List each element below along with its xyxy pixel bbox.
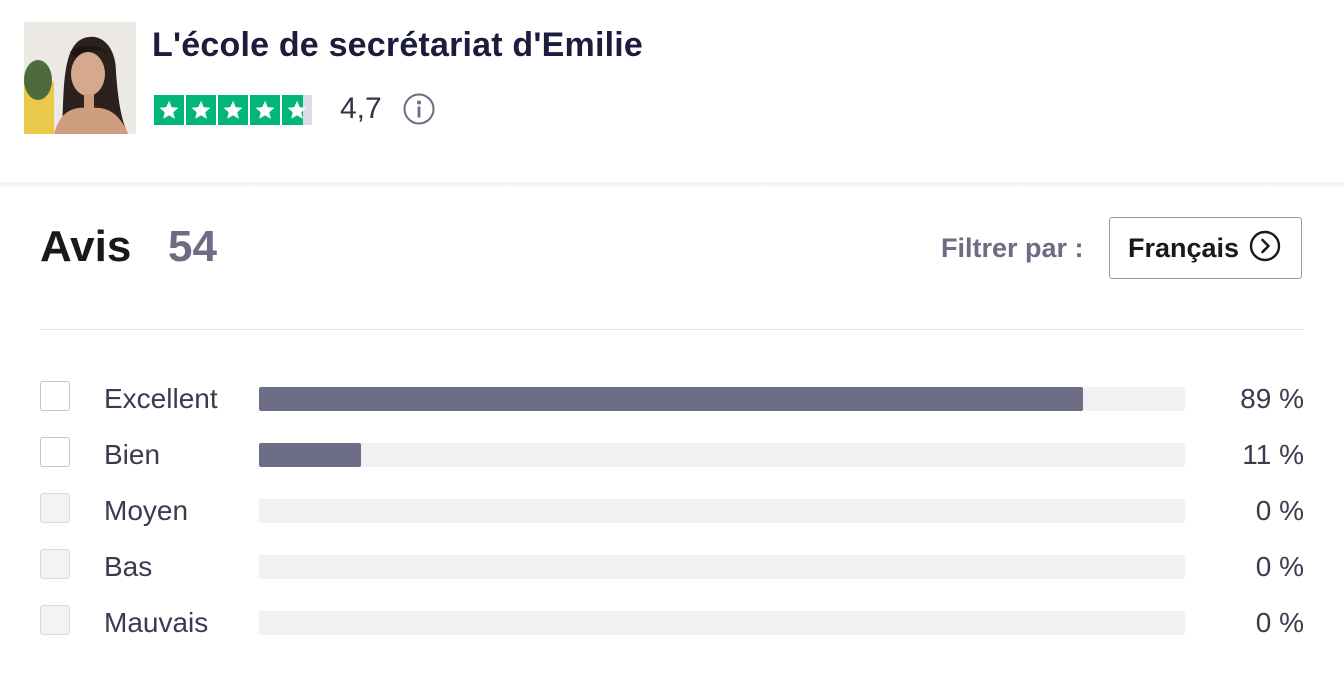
rating-filter-checkbox[interactable] bbox=[40, 437, 70, 467]
rating-bar-fill bbox=[259, 387, 1084, 411]
rating-score: 4,7 bbox=[340, 92, 382, 125]
rating-filter-checkbox bbox=[40, 493, 70, 523]
rating-filter-row[interactable]: Mauvais 0 % bbox=[40, 605, 1304, 641]
star-rating bbox=[154, 95, 312, 125]
company-name: L'école de secrétariat d'Emilie bbox=[152, 26, 644, 64]
rating-filter-label: Excellent bbox=[104, 383, 218, 414]
rating-percent: 0 % bbox=[1255, 607, 1304, 638]
rating-filter-checkbox[interactable] bbox=[40, 381, 70, 411]
rating-filter-label: Moyen bbox=[104, 495, 189, 526]
rating-bar-fill bbox=[259, 443, 361, 467]
company-header: L'école de secrétariat d'Emilie 4,7 bbox=[0, 0, 1344, 182]
company-avatar[interactable] bbox=[24, 22, 136, 134]
half-star-icon bbox=[282, 95, 312, 125]
rating-filter-row[interactable]: Bas 0 % bbox=[40, 549, 1304, 585]
header-divider bbox=[0, 182, 1344, 188]
language-filter-button[interactable]: Français bbox=[1109, 217, 1302, 279]
rating-filter-label: Bien bbox=[104, 439, 161, 470]
rating-filter-label: Bas bbox=[104, 551, 153, 582]
rating-percent: 0 % bbox=[1255, 551, 1304, 582]
star-icon bbox=[250, 95, 280, 125]
rating-filter-row[interactable]: Excellent 89 % bbox=[40, 381, 1304, 417]
rating-percent: 11 % bbox=[1242, 439, 1304, 470]
rating-filter-row[interactable]: Moyen 0 % bbox=[40, 493, 1304, 529]
rating-bar-track bbox=[259, 443, 1185, 467]
section-divider bbox=[40, 329, 1304, 330]
reviews-count: 54 bbox=[168, 222, 217, 271]
rating-bar-track bbox=[259, 387, 1185, 411]
rating-bar-track bbox=[259, 555, 1185, 579]
chevron-right-circle-icon bbox=[1239, 230, 1281, 267]
rating-percent: 89 % bbox=[1240, 383, 1304, 414]
rating-filter-row[interactable]: Bien 11 % bbox=[40, 437, 1304, 473]
rating-filter-checkbox bbox=[40, 549, 70, 579]
star-icon bbox=[154, 95, 184, 125]
rating-bar-track bbox=[259, 499, 1185, 523]
filter-label: Filtrer par : bbox=[941, 233, 1084, 263]
language-filter-label: Français bbox=[1128, 232, 1240, 263]
rating-filter-checkbox bbox=[40, 605, 70, 635]
reviews-heading: Avis bbox=[40, 222, 132, 271]
star-icon bbox=[186, 95, 216, 125]
star-icon bbox=[218, 95, 248, 125]
rating-percent: 0 % bbox=[1255, 495, 1304, 526]
rating-filter-label: Mauvais bbox=[104, 607, 209, 638]
rating-bar-track bbox=[259, 611, 1185, 635]
info-icon[interactable] bbox=[403, 93, 435, 125]
